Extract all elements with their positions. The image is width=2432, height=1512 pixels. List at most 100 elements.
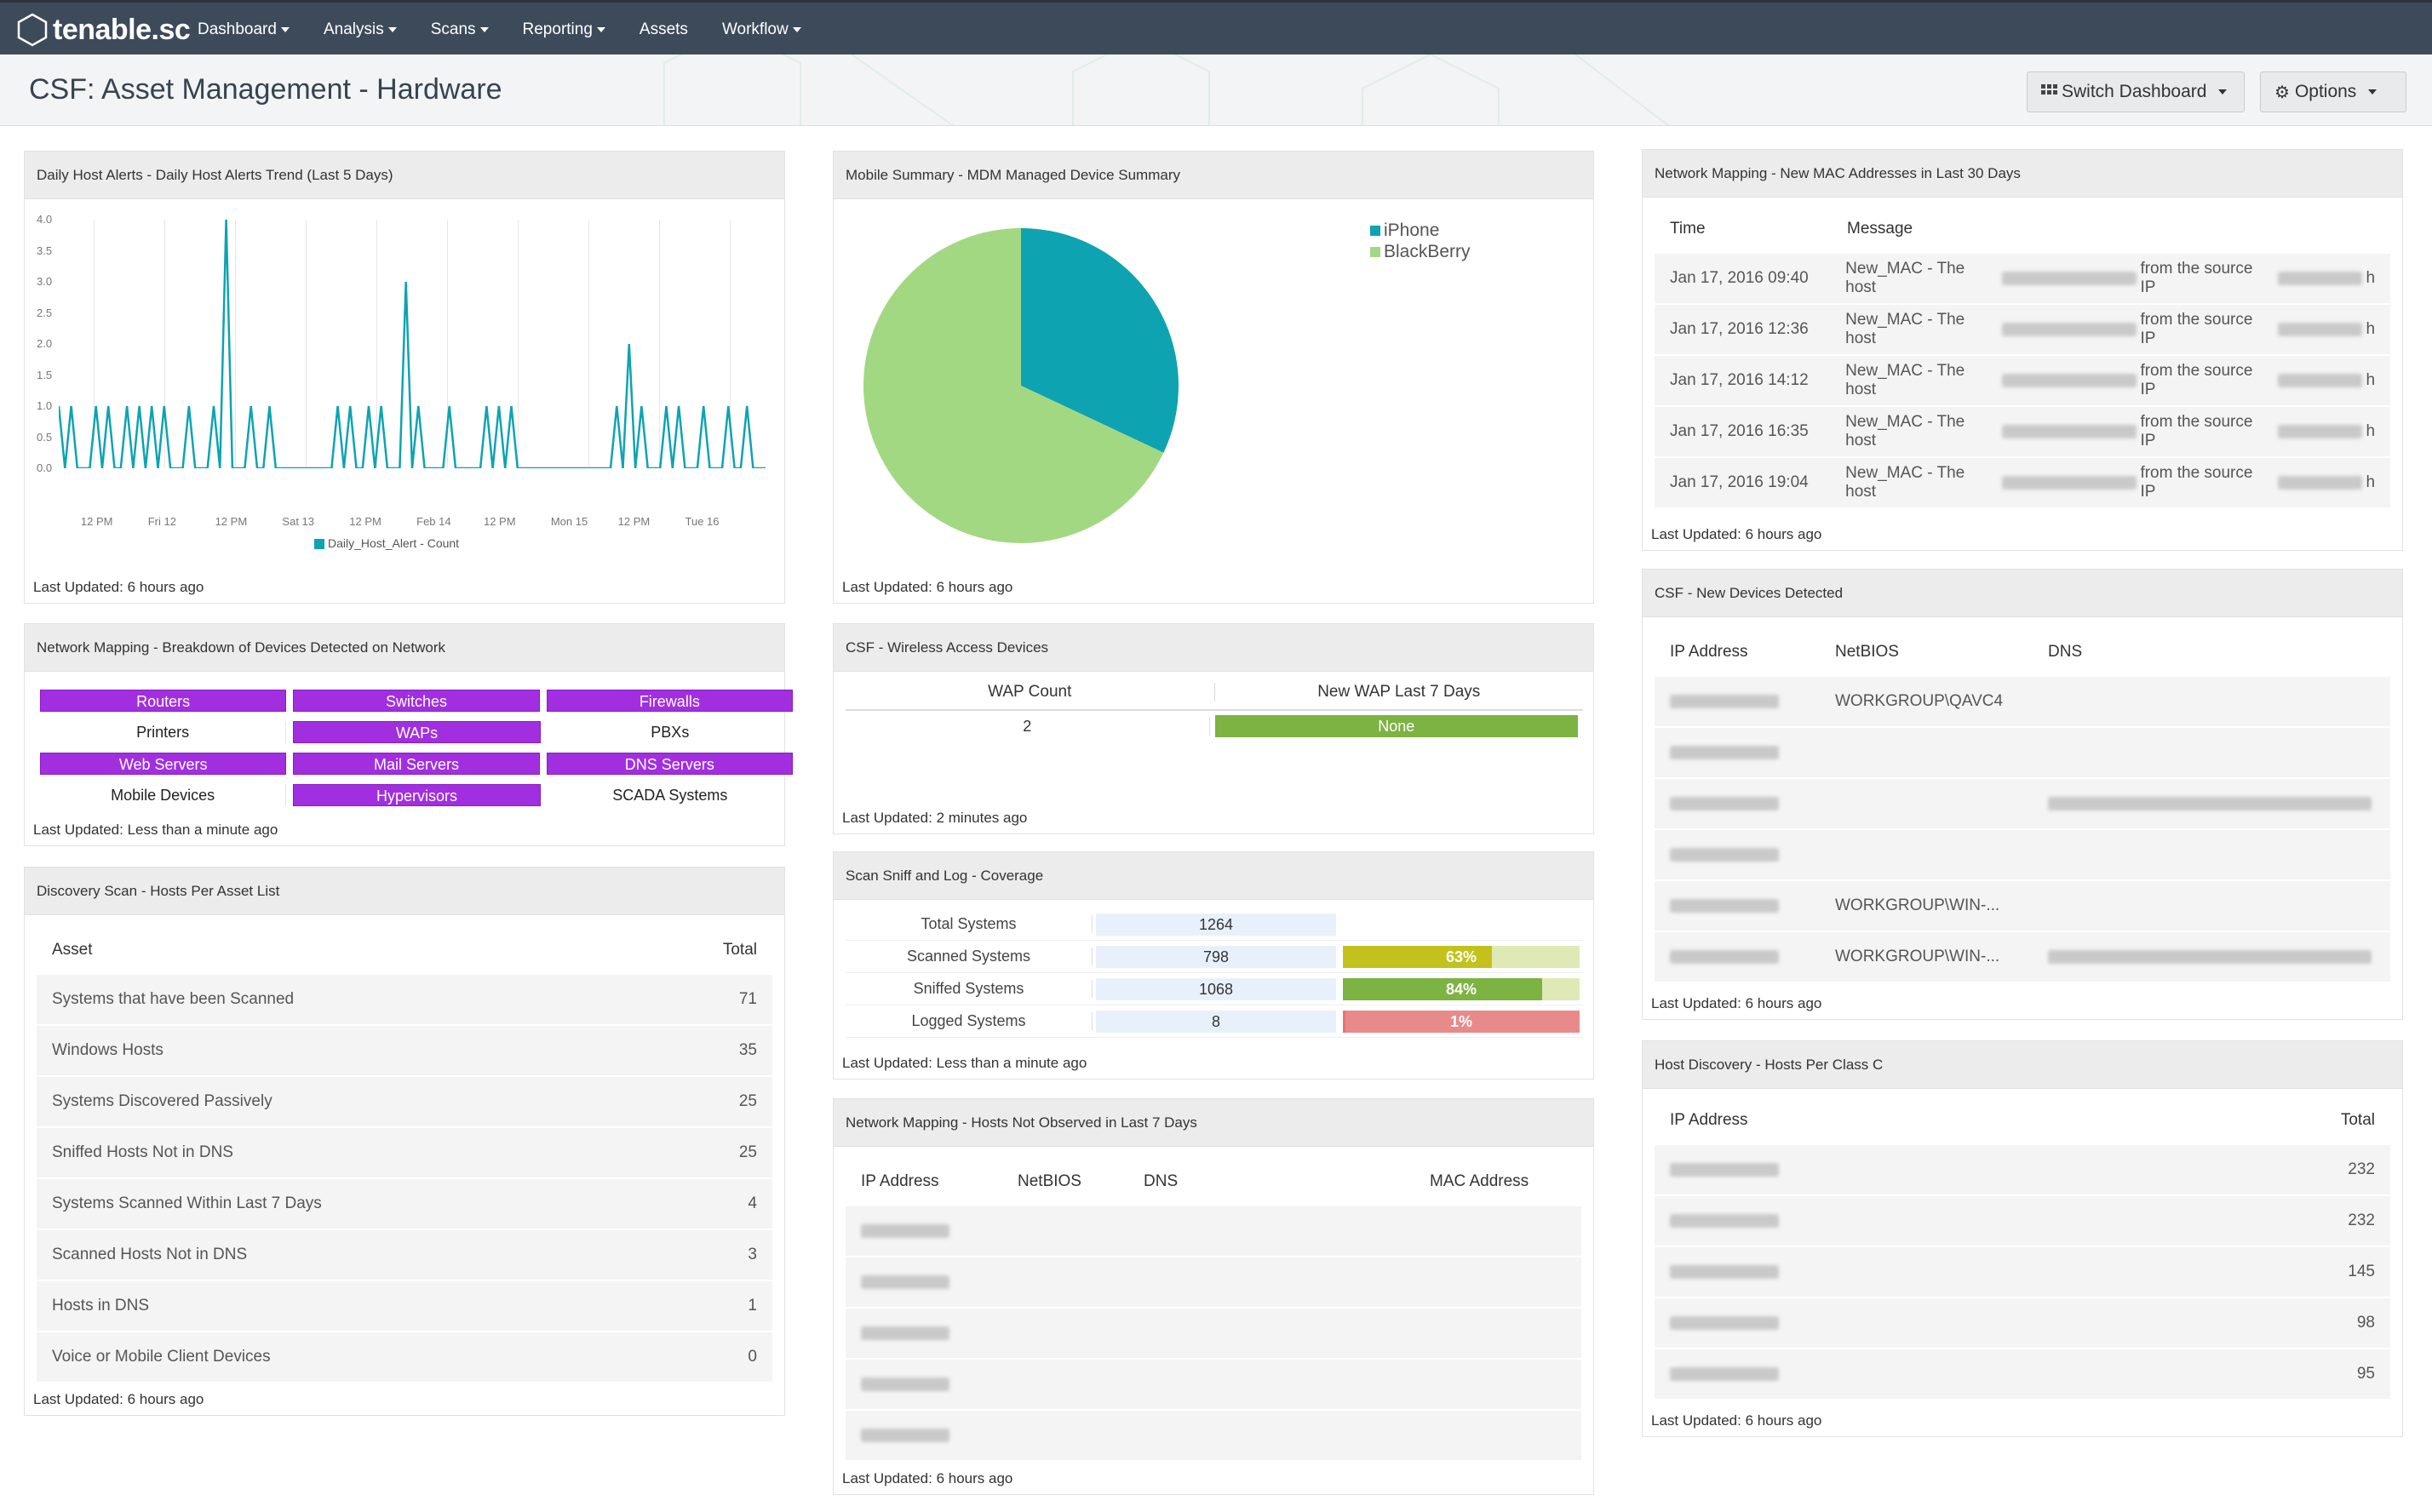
table-row[interactable]: Sniffed Hosts Not in DNS 25	[37, 1128, 772, 1179]
device-hypervisors[interactable]: Hypervisors	[293, 784, 541, 806]
table-row[interactable]: 98	[1655, 1298, 2390, 1349]
device-dns-servers[interactable]: DNS Servers	[546, 753, 793, 775]
options-button[interactable]: ⚙ Options	[2260, 72, 2406, 112]
device-netbios: WORKGROUP\WIN-...	[1835, 948, 2000, 965]
x-tick-label: Feb 14	[416, 515, 451, 528]
pie-slice-iphone[interactable]	[1021, 228, 1179, 453]
table-row[interactable]: Hosts in DNS 1	[37, 1281, 772, 1332]
coverage-pct: 84%	[1445, 980, 1477, 998]
table-row[interactable]: Voice or Mobile Client Devices 0	[37, 1332, 772, 1383]
options-label: Options	[2294, 82, 2357, 101]
table-row[interactable]	[846, 1411, 1581, 1462]
table-row[interactable]: WORKGROUP\QAVC4	[1655, 677, 2390, 728]
table-row[interactable]: 95	[1655, 1349, 2390, 1400]
mac-message-prefix: New_MAC - The host	[1845, 311, 1965, 347]
table-row[interactable]	[846, 1309, 1581, 1360]
new-wap-value: None	[1214, 715, 1578, 737]
asset-rows: Systems that have been Scanned 71 Windows …	[37, 975, 772, 1383]
table-row[interactable]: Jan 17, 2016 14:12 New_MAC - The host from…	[1655, 356, 2390, 407]
coverage-label: Sniffed Systems	[846, 980, 1093, 998]
table-row[interactable]: Jan 17, 2016 12:36 New_MAC - The host from…	[1655, 305, 2390, 356]
panel-header: CSF - New Devices Detected	[1643, 570, 2402, 617]
nav-analysis[interactable]: Analysis	[324, 20, 397, 39]
table-row[interactable]: Scanned Hosts Not in DNS 3	[37, 1230, 772, 1281]
class-c-total: 232	[2348, 1211, 2375, 1229]
last-updated: Last Updated: 6 hours ago	[33, 579, 204, 595]
table-row[interactable]: 145	[1655, 1247, 2390, 1298]
wap-row: 2 None	[846, 711, 1583, 742]
page-title: CSF: Asset Management - Hardware	[29, 73, 502, 106]
device-routers[interactable]: Routers	[40, 690, 287, 712]
chevron-down-icon	[387, 27, 397, 32]
coverage-bar-fill	[1343, 977, 1542, 1000]
asset-name: Systems Discovered Passively	[52, 1092, 272, 1110]
device-switches[interactable]: Switches	[293, 690, 540, 712]
table-row[interactable]	[1655, 779, 2390, 830]
table-row[interactable]: 232	[1655, 1145, 2390, 1196]
nav-label: Dashboard	[198, 20, 277, 38]
asset-total: 35	[738, 1041, 757, 1059]
nav-assets[interactable]: Assets	[640, 20, 688, 39]
panel-header: Daily Host Alerts - Daily Host Alerts Tr…	[25, 152, 784, 199]
table-row[interactable]: Jan 17, 2016 19:04 New_MAC - The host from…	[1655, 458, 2390, 509]
redacted-dns	[2048, 797, 2372, 810]
device-waps[interactable]: WAPs	[293, 721, 541, 743]
wap-count-value: 2	[846, 717, 1210, 736]
coverage-row: Sniffed Systems 1068 84%	[846, 973, 1583, 1005]
coverage-pct: 1%	[1449, 1012, 1472, 1030]
mac-time: Jan 17, 2016 09:40	[1670, 269, 1809, 287]
x-tick-label: Fri 12	[147, 515, 176, 528]
device-firewalls[interactable]: Firewalls	[546, 690, 793, 712]
table-row[interactable]: Systems Discovered Passively 25	[37, 1077, 772, 1128]
redacted-ip	[861, 1377, 949, 1391]
redacted-ip	[1670, 745, 1779, 759]
table-row[interactable]	[1655, 830, 2390, 881]
device-row: Routers Switches Firewalls	[37, 685, 796, 717]
table-row[interactable]: Jan 17, 2016 09:40 New_MAC - The host from…	[1655, 254, 2390, 305]
table-row[interactable]	[846, 1206, 1581, 1257]
tenable-logo[interactable]: tenable.sc	[17, 11, 191, 49]
device-scada-systems[interactable]: SCADA Systems	[612, 787, 728, 804]
table-row[interactable]: Systems Scanned Within Last 7 Days 4	[37, 1179, 772, 1230]
nav-dashboard[interactable]: Dashboard	[198, 20, 290, 39]
nav-workflow[interactable]: Workflow	[722, 20, 801, 39]
nav-reporting[interactable]: Reporting	[523, 20, 605, 39]
device-mail-servers[interactable]: Mail Servers	[293, 753, 540, 775]
last-updated: Last Updated: Less than a minute ago	[842, 1055, 1087, 1071]
table-row[interactable]: Systems that have been Scanned 71	[37, 975, 772, 1026]
device-web-servers[interactable]: Web Servers	[40, 753, 287, 775]
x-tick-label: 12 PM	[80, 515, 113, 528]
class-c-panel: Host Discovery - Hosts Per Class C IP Ad…	[1642, 1040, 2403, 1437]
table-row[interactable]	[1655, 728, 2390, 779]
last-updated: Last Updated: 6 hours ago	[842, 1470, 1013, 1486]
table-row[interactable]: WORKGROUP\WIN-...	[1655, 881, 2390, 932]
panel-header: Network Mapping - Hosts Not Observed in …	[834, 1099, 1593, 1147]
logo-text: tenable.sc	[53, 13, 191, 46]
line-chart	[59, 220, 766, 468]
table-row[interactable]: WORKGROUP\WIN-...	[1655, 932, 2390, 983]
redacted-subnet	[1670, 1162, 1779, 1177]
device-row: Printers WAPs PBXs	[37, 717, 796, 748]
table-header: IP Address NetBIOS DNS	[1655, 627, 2390, 677]
table-row[interactable]	[846, 1360, 1581, 1411]
mac-time: Jan 17, 2016 12:36	[1670, 320, 1809, 338]
redacted-ip	[1670, 694, 1779, 708]
coverage-row: Logged Systems 8 1%	[846, 1005, 1583, 1038]
daily-host-alerts-panel: Daily Host Alerts - Daily Host Alerts Tr…	[24, 151, 785, 604]
nav-scans[interactable]: Scans	[431, 20, 489, 39]
device-printers[interactable]: Printers	[40, 721, 287, 743]
device-mobile-devices[interactable]: Mobile Devices	[40, 784, 287, 806]
table-row[interactable]: 232	[1655, 1196, 2390, 1247]
table-row[interactable]	[846, 1257, 1581, 1309]
coverage-value: 1264	[1096, 913, 1336, 936]
y-tick-label: 4.0	[37, 213, 53, 226]
switch-dashboard-button[interactable]: Switch Dashboard	[2027, 72, 2245, 112]
table-row[interactable]: Windows Hosts 35	[37, 1026, 772, 1077]
table-row[interactable]: Jan 17, 2016 16:35 New_MAC - The host from…	[1655, 407, 2390, 458]
pie-slice-blackberry[interactable]	[863, 228, 1164, 543]
class-c-rows: 232 232 145 98 95	[1655, 1145, 2390, 1400]
device-pbxs[interactable]: PBXs	[651, 724, 690, 741]
coverage-row: Scanned Systems 798 63%	[846, 941, 1583, 973]
asset-table: Asset Total Systems that have been Scanne…	[37, 925, 772, 1383]
legend-swatch	[314, 539, 324, 550]
